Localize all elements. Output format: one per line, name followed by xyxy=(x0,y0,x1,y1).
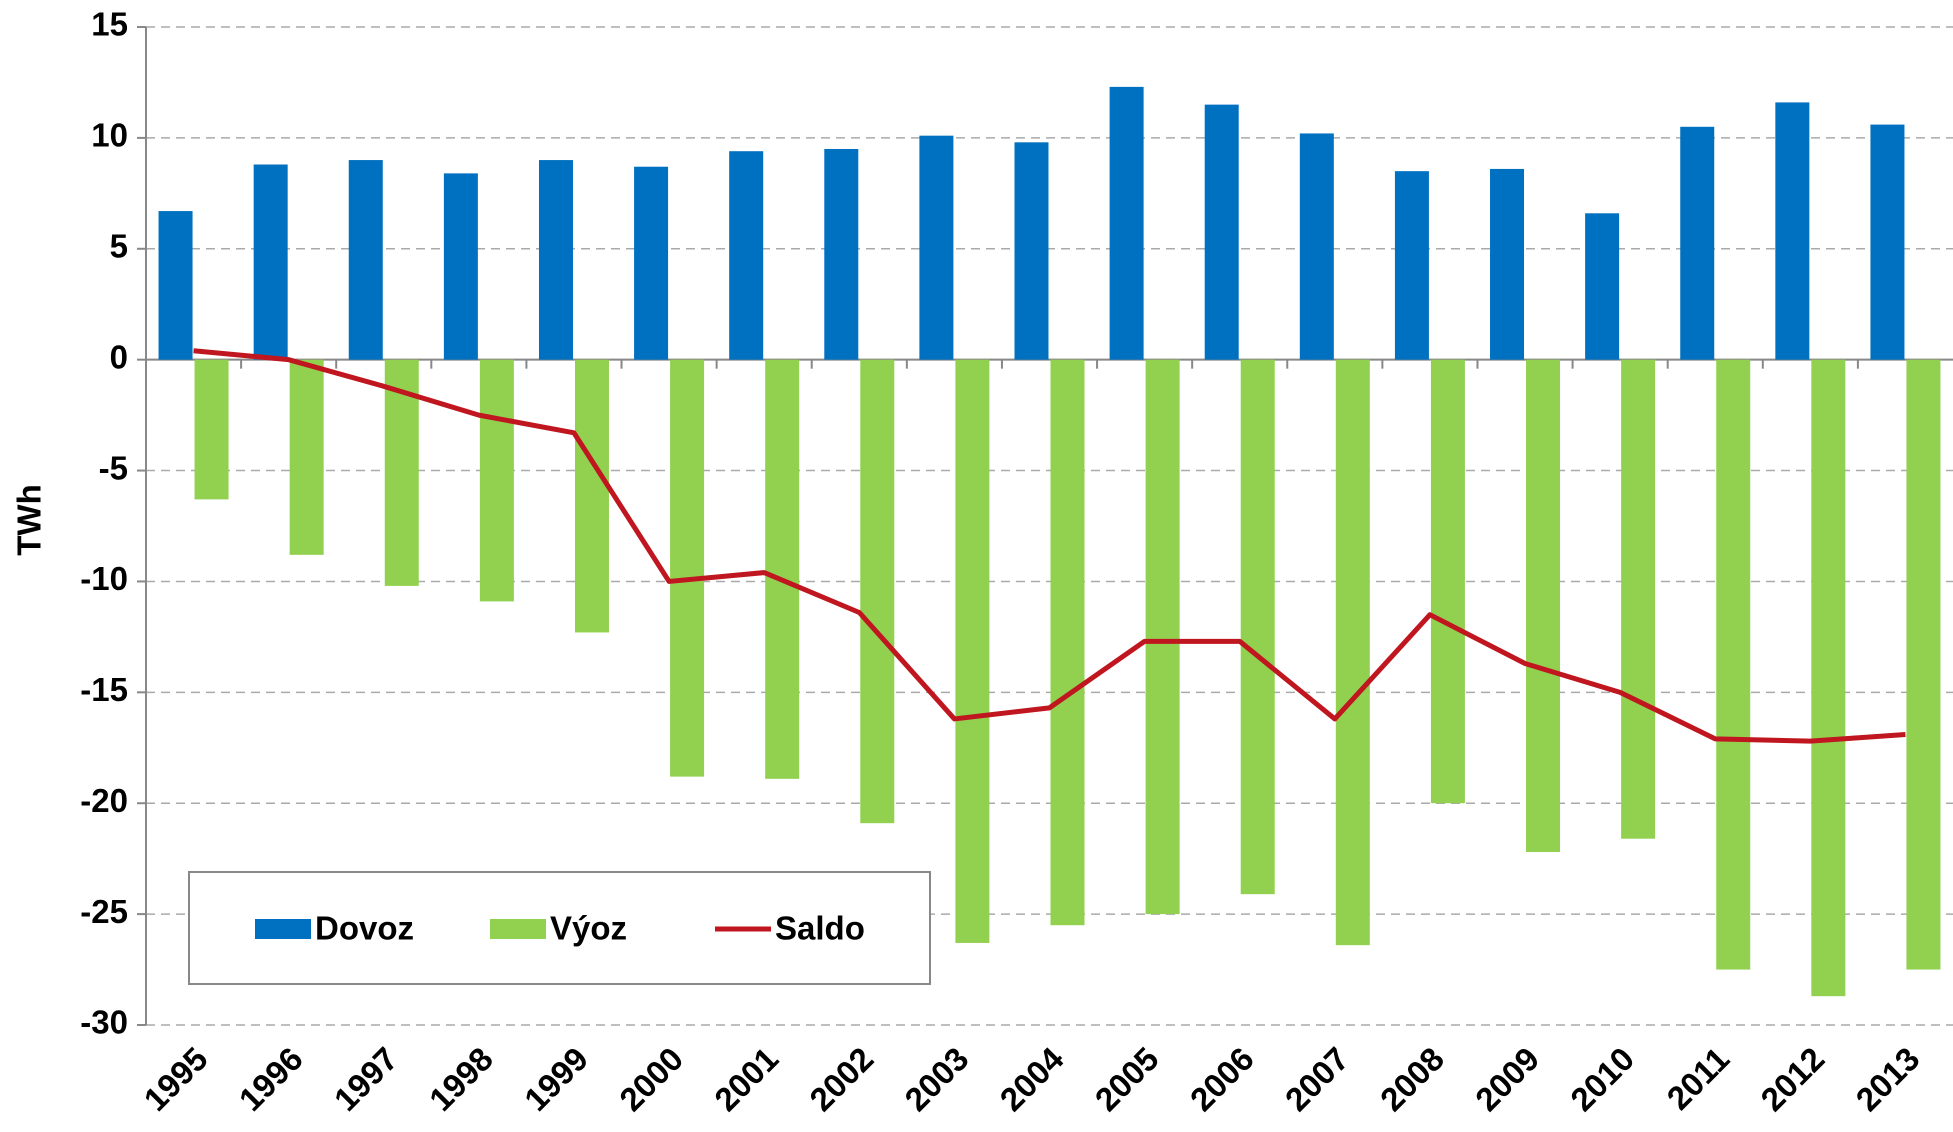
bar xyxy=(1145,359,1180,915)
bar xyxy=(919,135,954,360)
bar xyxy=(1906,359,1941,970)
bar xyxy=(1394,171,1429,360)
x-tick-label: 2000 xyxy=(612,1040,690,1118)
x-tick-label: 2001 xyxy=(707,1040,785,1118)
bar xyxy=(634,166,669,360)
x-tick-label: 2007 xyxy=(1278,1040,1356,1118)
bar xyxy=(955,359,990,943)
x-tick-label: 1998 xyxy=(422,1040,500,1118)
x-tick-label: 1995 xyxy=(137,1040,215,1118)
legend-label: Saldo xyxy=(775,910,865,947)
x-tick-label: 2006 xyxy=(1183,1040,1261,1118)
bar xyxy=(1811,359,1846,997)
bar xyxy=(1335,359,1370,946)
y-tick-label: -15 xyxy=(80,671,128,708)
bar xyxy=(348,160,383,360)
bar xyxy=(1870,124,1905,360)
legend-swatch xyxy=(490,919,546,939)
y-tick-label: 5 xyxy=(110,227,128,264)
line xyxy=(193,348,1906,744)
y-tick-label: -30 xyxy=(80,1004,128,1041)
bar xyxy=(1014,142,1049,360)
bar xyxy=(443,173,478,360)
bar xyxy=(1050,359,1085,926)
y-tick-label: 15 xyxy=(91,6,128,43)
bar xyxy=(158,211,193,360)
x-tick-label: 2011 xyxy=(1660,1040,1737,1117)
legend-box xyxy=(188,871,931,985)
y-tick-label: -25 xyxy=(80,893,128,930)
bar xyxy=(289,359,324,555)
bar xyxy=(1490,168,1525,360)
bar xyxy=(824,148,859,360)
bar xyxy=(574,359,609,633)
x-tick-label: 2013 xyxy=(1848,1040,1926,1118)
y-tick-label: -10 xyxy=(80,560,128,597)
bar xyxy=(1585,213,1620,360)
x-tick-label: 1996 xyxy=(232,1040,310,1118)
bar xyxy=(253,164,288,360)
bar xyxy=(729,151,764,360)
bar xyxy=(1240,359,1275,895)
y-tick-label: -20 xyxy=(80,782,128,819)
bar xyxy=(1680,126,1715,360)
bar xyxy=(538,160,573,360)
bar xyxy=(1621,359,1656,839)
x-tick-label: 1997 xyxy=(327,1040,405,1118)
x-tick-label: 2010 xyxy=(1563,1040,1641,1118)
bar xyxy=(860,359,895,824)
x-tick-label: 2005 xyxy=(1088,1040,1166,1118)
legend-swatch xyxy=(255,919,311,939)
x-tick-label: 2002 xyxy=(802,1040,880,1118)
bar xyxy=(1430,359,1465,804)
x-tick-label: 2009 xyxy=(1468,1040,1546,1118)
bar xyxy=(1526,359,1561,853)
y-tick-label: -5 xyxy=(99,449,128,486)
x-tick-label: 2008 xyxy=(1373,1040,1451,1118)
bar xyxy=(1775,102,1810,360)
y-tick-label: 10 xyxy=(91,117,128,154)
x-tick-label: 2004 xyxy=(993,1040,1072,1119)
x-tick-label: 2012 xyxy=(1753,1040,1831,1118)
x-tick-label: 1999 xyxy=(517,1040,595,1118)
legend-label: Výoz xyxy=(550,910,627,947)
y-axis-label: TWh xyxy=(11,484,48,555)
x-tick-label: 2003 xyxy=(897,1040,975,1118)
bar xyxy=(1204,104,1239,360)
bar xyxy=(194,359,229,500)
bar xyxy=(670,359,705,777)
bar xyxy=(1299,133,1334,360)
bar xyxy=(1716,359,1751,970)
bar xyxy=(765,359,800,779)
bar xyxy=(1109,86,1144,360)
y-tick-label: 0 xyxy=(110,338,128,375)
bar xyxy=(479,359,514,602)
legend-label: Dovoz xyxy=(315,910,414,947)
